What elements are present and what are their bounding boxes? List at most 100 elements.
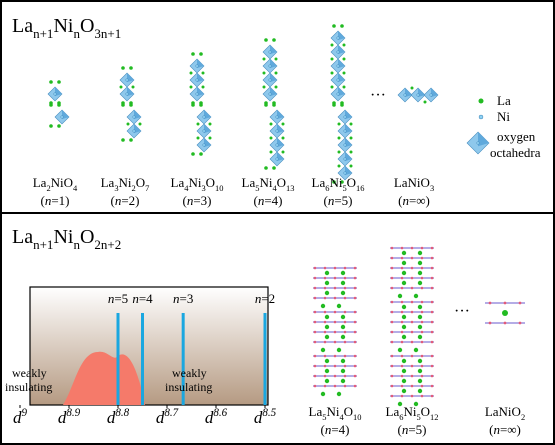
la-atom <box>341 281 345 285</box>
la-atom <box>263 58 266 61</box>
o-atom <box>421 355 424 358</box>
la-atom <box>414 294 418 298</box>
la-atom <box>197 123 200 126</box>
n-label: (n=4) <box>320 422 349 437</box>
o-atom <box>391 355 394 358</box>
la-atom <box>197 137 200 140</box>
la-atom <box>325 315 329 319</box>
x-tick-label: d8.7 <box>156 407 179 427</box>
la-atom <box>338 151 341 154</box>
ni-atom <box>344 116 347 119</box>
text-run: La <box>309 404 323 419</box>
ni-atom <box>126 79 129 82</box>
o-atom <box>391 375 394 378</box>
o-atom <box>431 267 434 270</box>
la-atom <box>132 86 135 89</box>
la-atom <box>139 123 142 126</box>
la-atom <box>398 294 402 298</box>
la-atom <box>402 325 406 329</box>
la-atom <box>341 271 345 275</box>
script-text: 4 <box>73 183 78 193</box>
ni-atom <box>337 51 340 54</box>
o-atom <box>421 385 424 388</box>
script-text: 8.9 <box>66 407 80 419</box>
formula: La5Ni4O13 <box>242 175 295 193</box>
la-atom <box>343 44 346 47</box>
o-atom <box>314 311 317 314</box>
la-atom <box>270 123 273 126</box>
la-atom <box>418 325 422 329</box>
la-atom <box>418 261 422 265</box>
o-atom <box>411 277 414 280</box>
o-atom <box>411 355 414 358</box>
ni-atom <box>269 65 272 68</box>
la-atom <box>325 271 329 275</box>
o-atom <box>324 375 327 378</box>
la-atom <box>282 137 285 140</box>
la-atom <box>129 66 133 70</box>
legend-label: La <box>497 93 511 108</box>
o-atom <box>411 247 414 250</box>
o-atom <box>421 321 424 324</box>
text-run: La <box>171 175 185 190</box>
o-atom <box>391 331 394 334</box>
la-atom <box>49 80 53 84</box>
text-run: La <box>101 175 115 190</box>
ni-atom <box>54 93 57 96</box>
o-atom <box>431 277 434 280</box>
o-atom <box>401 321 404 324</box>
la-atom <box>272 38 276 42</box>
text-run: Ni <box>53 226 73 248</box>
o-atom <box>344 375 347 378</box>
o-atom <box>324 311 327 314</box>
la-atom <box>282 123 285 126</box>
ni-atom <box>269 51 272 54</box>
la-atom <box>341 325 345 329</box>
formula: La6Ni5O12 <box>386 404 439 422</box>
text-run: Ni <box>329 175 342 190</box>
text-run: =5) <box>408 422 426 437</box>
o-atom <box>354 297 357 300</box>
o-atom <box>489 322 492 325</box>
ni-atom <box>196 93 199 96</box>
o-atom <box>314 355 317 358</box>
o-atom <box>391 311 394 314</box>
la-atom <box>190 72 193 75</box>
o-atom <box>344 341 347 344</box>
la-atom <box>263 86 266 89</box>
la-atom <box>350 137 353 140</box>
la-atom <box>337 392 341 396</box>
text-run: =4) <box>264 193 282 208</box>
o-atom <box>354 311 357 314</box>
o-atom <box>314 287 317 290</box>
la-atom <box>414 348 418 352</box>
o-atom <box>354 365 357 368</box>
ni-atom <box>417 94 420 97</box>
text-run: O <box>136 175 145 190</box>
la-atom <box>402 315 406 319</box>
n-label: (n=1) <box>40 193 69 208</box>
o-atom <box>431 375 434 378</box>
la-atom <box>418 271 422 275</box>
o-atom <box>354 331 357 334</box>
text-run: O <box>421 404 430 419</box>
formula: La6Ni5O16 <box>312 175 365 193</box>
x-tick-label: d8.5 <box>254 407 277 427</box>
o-atom <box>431 301 434 304</box>
ni-atom <box>126 93 129 96</box>
annotation: insulating <box>5 380 52 394</box>
o-atom <box>344 267 347 270</box>
la-atom <box>331 44 334 47</box>
ni-atom <box>337 93 340 96</box>
n-label: (n=4) <box>253 193 282 208</box>
text-run: =3 <box>179 291 193 306</box>
la-atom <box>350 165 353 168</box>
la-atom <box>418 379 422 383</box>
o-atom <box>504 322 507 325</box>
la-atom <box>209 137 212 140</box>
o-atom <box>431 365 434 368</box>
la-atom <box>398 348 402 352</box>
la-atom <box>402 369 406 373</box>
la-atom <box>191 52 195 56</box>
la-atom <box>275 72 278 75</box>
